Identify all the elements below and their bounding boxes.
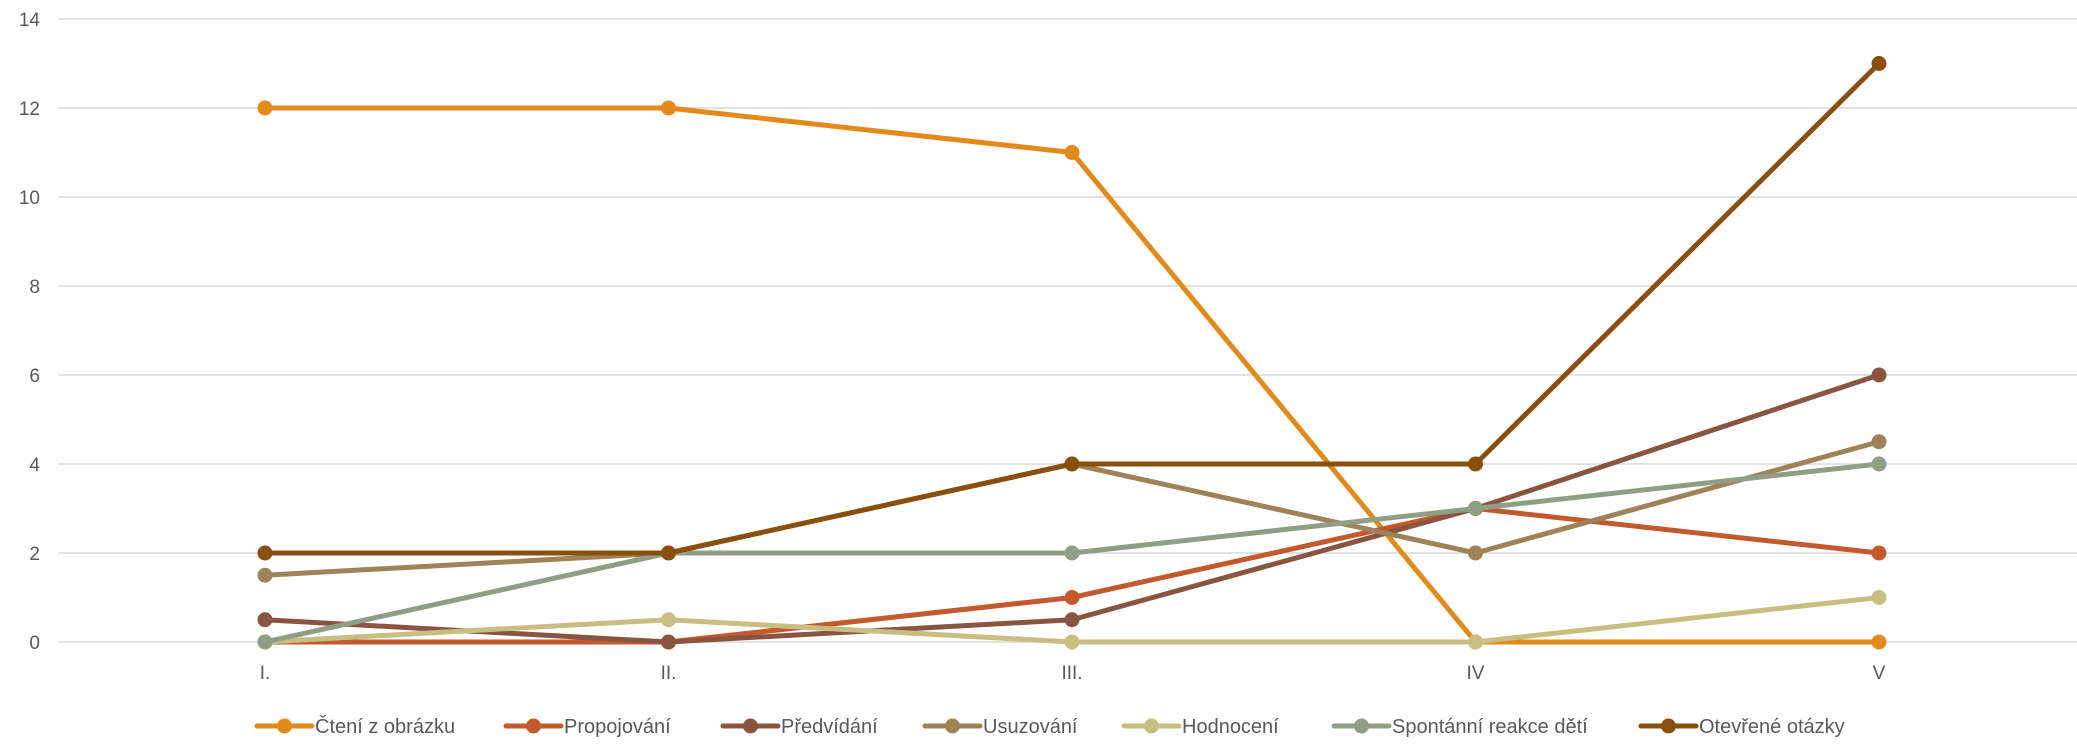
legend-label: Předvídání: [781, 716, 878, 738]
data-point: [1871, 634, 1887, 650]
data-point: [1871, 590, 1887, 605]
y-tick-label: 2: [29, 544, 40, 565]
data-point: [1871, 56, 1887, 71]
data-point: [1064, 456, 1080, 472]
data-point: [257, 545, 273, 561]
x-tick-label: I.: [260, 663, 271, 684]
y-tick-label: 0: [29, 633, 40, 654]
data-point: [1468, 501, 1483, 516]
x-tick-label: III.: [1061, 663, 1082, 684]
legend-label: Usuzování: [983, 716, 1078, 738]
legend-label: Čtení z obrázku: [315, 715, 455, 738]
data-point: [257, 612, 273, 628]
legend-marker: [1661, 718, 1676, 734]
legend-item: Spontánní reakce dětí: [1331, 716, 1588, 738]
data-point: [257, 634, 273, 650]
data-point: [661, 634, 676, 650]
legend: Čtení z obrázku Propojování Předvídání Usuz…: [254, 715, 1845, 738]
data-point: [1468, 456, 1483, 472]
x-tick-label: II.: [661, 663, 677, 684]
legend-item: Propojování: [503, 716, 671, 738]
series-6: [257, 56, 1887, 561]
y-tick-label: 12: [19, 99, 40, 120]
data-point: [1064, 634, 1080, 650]
x-axis-ticks: I. II. III. IV V: [260, 663, 1886, 684]
y-tick-label: 14: [19, 10, 41, 31]
y-tick-label: 4: [29, 455, 40, 476]
legend-item: Otevřené otázky: [1638, 716, 1845, 738]
data-point: [1064, 145, 1080, 160]
data-point: [1871, 545, 1887, 561]
data-point: [1064, 612, 1080, 628]
data-point: [1468, 634, 1483, 650]
legend-item: Předvídání: [720, 716, 878, 738]
data-point: [661, 100, 676, 116]
data-point: [1871, 367, 1887, 383]
legend-marker: [743, 718, 758, 734]
x-tick-label: IV: [1467, 663, 1485, 684]
series-5: [257, 456, 1887, 650]
data-point: [1064, 545, 1080, 561]
legend-marker: [526, 718, 541, 734]
data-point: [661, 545, 676, 561]
y-axis-ticks: 0 2 4 6 8 10 12 14: [19, 10, 41, 654]
y-tick-label: 8: [29, 277, 40, 298]
data-point: [1064, 590, 1080, 605]
series-lines: [257, 56, 1887, 650]
data-point: [1871, 456, 1887, 472]
legend-marker: [1354, 718, 1369, 734]
legend-label: Otevřené otázky: [1699, 716, 1845, 738]
legend-item: Hodnocení: [1121, 716, 1279, 738]
legend-label: Spontánní reakce dětí: [1392, 716, 1588, 738]
data-point: [257, 100, 273, 116]
data-point: [257, 567, 273, 583]
x-tick-label: V: [1873, 663, 1886, 684]
legend-marker: [945, 718, 960, 734]
y-tick-label: 10: [19, 188, 40, 209]
data-point: [661, 612, 676, 628]
data-point: [1468, 545, 1483, 561]
legend-item: Čtení z obrázku: [254, 715, 455, 738]
series-line: [262, 61, 1882, 556]
legend-label: Propojování: [564, 716, 671, 738]
data-point: [1871, 434, 1887, 450]
series-0: [257, 100, 1887, 650]
legend-marker: [1144, 718, 1159, 734]
legend-marker: [277, 718, 292, 734]
y-tick-label: 6: [29, 366, 40, 387]
legend-label: Hodnocení: [1182, 716, 1279, 738]
legend-item: Usuzování: [922, 716, 1078, 738]
